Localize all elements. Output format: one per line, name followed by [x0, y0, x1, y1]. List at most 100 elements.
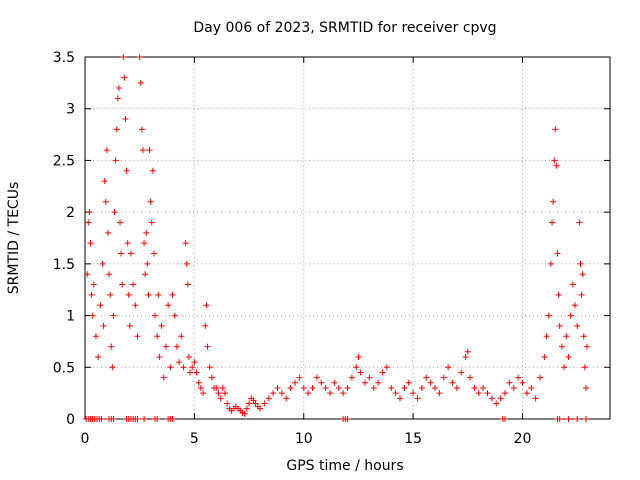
data-point: [203, 302, 210, 309]
x-axis-label: GPS time / hours: [286, 458, 403, 474]
x-tick-label: 20: [514, 431, 532, 447]
data-point: [119, 281, 126, 288]
data-point: [169, 291, 176, 298]
data-point: [208, 374, 215, 381]
data-point: [158, 322, 165, 329]
data-point: [348, 374, 355, 381]
data-point: [283, 395, 290, 402]
data-point: [127, 250, 134, 257]
data-point: [458, 369, 465, 376]
chart-title: Day 006 of 2023, SRMTID for receiver cpv…: [193, 20, 496, 36]
data-point: [108, 343, 115, 350]
data-point: [410, 390, 417, 397]
data-point: [340, 390, 347, 397]
data-point: [143, 229, 150, 236]
data-point: [418, 384, 425, 391]
data-point: [122, 116, 129, 123]
data-point: [581, 364, 588, 371]
data-point: [296, 374, 303, 381]
data-point: [574, 416, 581, 422]
data-point: [561, 364, 568, 371]
data-point: [125, 291, 132, 298]
data-point: [176, 359, 183, 366]
data-point: [110, 312, 117, 319]
data-point: [506, 379, 513, 386]
data-point: [436, 390, 443, 397]
data-point: [195, 379, 202, 386]
data-point: [547, 260, 554, 267]
data-point: [155, 291, 162, 298]
data-point: [250, 397, 257, 404]
data-point: [553, 162, 560, 169]
data-point: [106, 271, 113, 278]
data-point: [502, 390, 508, 397]
data-point: [156, 353, 163, 360]
data-point: [309, 384, 316, 391]
data-point: [440, 374, 447, 381]
data-point: [565, 416, 572, 422]
data-point: [97, 302, 104, 309]
data-point: [136, 54, 143, 60]
data-point: [344, 416, 351, 422]
data-point: [567, 312, 574, 319]
data-point: [278, 390, 285, 397]
data-point: [124, 240, 131, 247]
data-point: [112, 157, 119, 164]
data-point: [576, 219, 583, 226]
data-point: [191, 359, 198, 366]
data-point: [183, 260, 190, 267]
data-point: [528, 384, 535, 391]
data-point: [145, 291, 152, 298]
data-point: [555, 291, 562, 298]
data-point: [480, 384, 487, 391]
data-point: [154, 416, 161, 422]
data-point: [532, 395, 539, 402]
data-point: [554, 250, 561, 257]
data-point: [578, 291, 585, 298]
data-point: [287, 384, 294, 391]
data-point: [90, 281, 97, 288]
data-point: [497, 395, 504, 402]
data-point: [355, 353, 362, 360]
data-point: [327, 390, 333, 397]
data-point: [123, 167, 130, 174]
data-point: [100, 322, 107, 329]
data-point: [197, 384, 204, 391]
data-point: [182, 240, 189, 247]
data-point: [375, 379, 382, 386]
data-point: [556, 322, 563, 329]
data-point: [388, 384, 395, 391]
data-point: [519, 379, 526, 386]
data-point: [305, 390, 312, 397]
data-point: [107, 291, 114, 298]
plot-frame: [84, 56, 611, 420]
data-point: [139, 147, 146, 154]
data-point: [584, 343, 591, 350]
data-point: [141, 416, 148, 422]
data-point: [169, 416, 176, 422]
data-point: [357, 369, 364, 376]
data-point: [103, 147, 110, 154]
data-point: [137, 79, 144, 86]
data-point: [449, 379, 456, 386]
data-point: [162, 343, 169, 350]
data-point: [130, 281, 137, 288]
data-point: [582, 416, 589, 422]
data-point: [110, 416, 117, 422]
data-point: [551, 157, 558, 164]
data-point: [577, 260, 584, 267]
data-point: [222, 390, 228, 397]
x-tick-label: 0: [81, 431, 90, 447]
data-point: [569, 281, 576, 288]
data-point: [563, 333, 570, 340]
y-tick-label: 3: [66, 102, 75, 118]
data-point: [154, 333, 161, 340]
data-point: [243, 405, 250, 412]
data-point: [467, 374, 473, 381]
data-point: [510, 384, 517, 391]
data-point: [556, 416, 563, 422]
data-point: [224, 400, 231, 407]
data-point: [318, 379, 325, 386]
data-point: [165, 302, 172, 309]
